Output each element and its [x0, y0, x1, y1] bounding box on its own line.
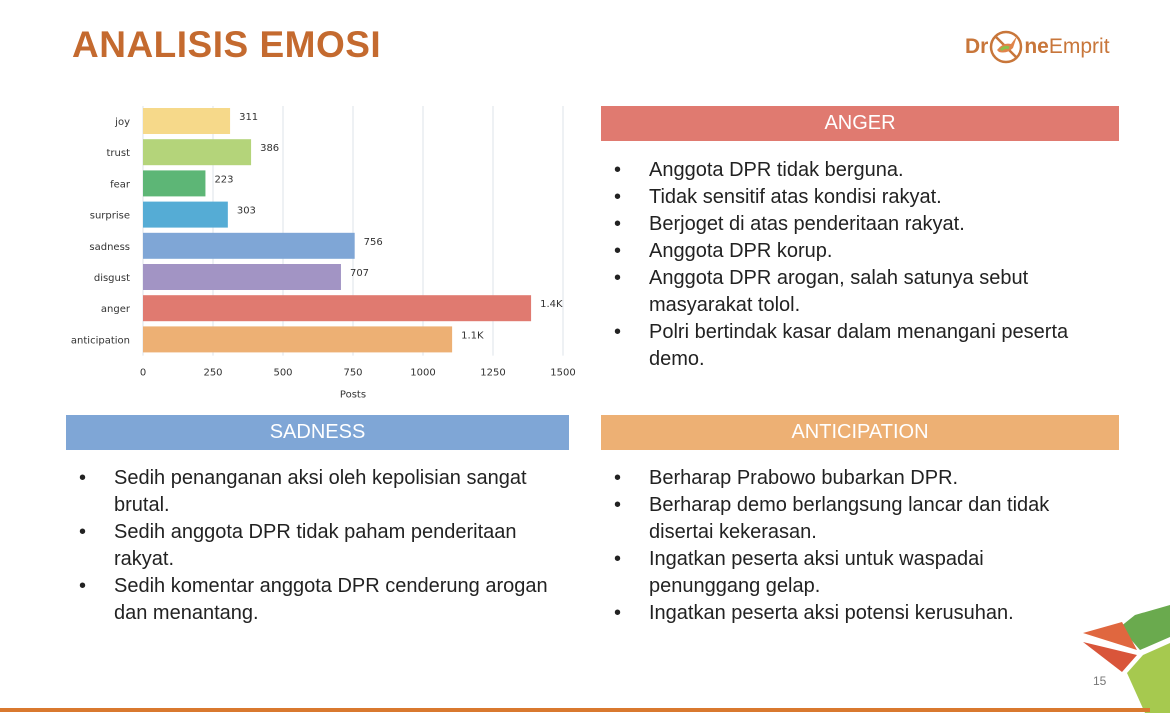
- category-label: sadness: [89, 242, 130, 253]
- anger-list-item: Tidak sensitif atas kondisi rakyat.: [601, 184, 1101, 211]
- anger-list: Anggota DPR tidak berguna.Tidak sensitif…: [601, 157, 1101, 373]
- data-label: 311: [239, 112, 258, 123]
- category-label: joy: [114, 117, 130, 128]
- anticipation-list-item: Berharap Prabowo bubarkan DPR.: [601, 465, 1081, 492]
- sadness-header: SADNESS: [66, 415, 569, 450]
- x-tick-label: 0: [140, 368, 146, 379]
- sadness-list-item: Sedih anggota DPR tidak paham penderitaa…: [66, 519, 576, 573]
- anticipation-header: ANTICIPATION: [601, 415, 1119, 450]
- bar-joy: [143, 108, 231, 134]
- category-label: disgust: [94, 273, 130, 284]
- category-label: surprise: [90, 211, 130, 222]
- bar-trust: [143, 139, 252, 166]
- logo-text-2: ne: [1024, 35, 1049, 58]
- x-tick-label: 250: [203, 368, 222, 379]
- category-label: anticipation: [71, 335, 130, 346]
- anticipation-list: Berharap Prabowo bubarkan DPR.Berharap d…: [601, 465, 1081, 627]
- x-tick-label: 750: [343, 368, 362, 379]
- page-title: ANALISIS EMOSI: [72, 24, 382, 65]
- category-label: anger: [101, 304, 131, 315]
- decorative-shapes: [1083, 605, 1170, 713]
- anger-list-item: Anggota DPR arogan, salah satunya sebut …: [601, 265, 1101, 319]
- anger-header: ANGER: [601, 106, 1119, 141]
- x-tick-label: 1500: [550, 368, 575, 379]
- anger-list-item: Anggota DPR korup.: [601, 238, 1101, 265]
- bar-disgust: [143, 264, 341, 290]
- logo: Dr ne Emprit: [965, 30, 1110, 64]
- data-label: 223: [214, 174, 233, 185]
- bar-sadness: [143, 232, 355, 259]
- anger-list-item: Berjoget di atas penderitaan rakyat.: [601, 211, 1101, 238]
- anger-list-item: Anggota DPR tidak berguna.: [601, 157, 1101, 184]
- sadness-list-item: Sedih penanganan aksi oleh kepolisian sa…: [66, 465, 576, 519]
- anticipation-list-item: Ingatkan peserta aksi untuk waspadai pen…: [601, 546, 1081, 600]
- anger-list-item: Polri bertindak kasar dalam menangani pe…: [601, 319, 1101, 373]
- bar-anticipation: [143, 326, 453, 353]
- anticipation-list-item: Berharap demo berlangsung lancar dan tid…: [601, 492, 1081, 546]
- x-tick-label: 1250: [480, 368, 505, 379]
- category-label: fear: [110, 179, 131, 190]
- bottom-divider: [0, 708, 1150, 712]
- data-label: 756: [364, 237, 383, 248]
- x-tick-label: 1000: [410, 368, 435, 379]
- logo-text-3: Emprit: [1048, 35, 1110, 58]
- data-label: 707: [350, 268, 369, 279]
- emotion-bar-chart: 0 250 500 750 1000 1250 1500 joy 311 trust 386 fear…: [71, 106, 576, 400]
- bar-fear: [143, 170, 206, 197]
- anticipation-list-item: Ingatkan peserta aksi potensi kerusuhan.: [601, 600, 1081, 627]
- sadness-list-item: Sedih komentar anggota DPR cenderung aro…: [66, 573, 576, 627]
- logo-text-1: Dr: [965, 35, 989, 58]
- data-label: 386: [260, 143, 279, 154]
- page-number: 15: [1093, 674, 1107, 688]
- bar-surprise: [143, 201, 228, 228]
- data-label: 303: [237, 206, 256, 217]
- bird-logo-icon: [990, 30, 1023, 64]
- sadness-list: Sedih penanganan aksi oleh kepolisian sa…: [66, 465, 576, 627]
- x-tick-label: 500: [273, 368, 292, 379]
- x-axis-label: Posts: [340, 390, 366, 400]
- bar-anger: [143, 295, 532, 322]
- data-label: 1.4K: [540, 299, 563, 310]
- data-label: 1.1K: [461, 330, 484, 341]
- category-label: trust: [106, 148, 130, 159]
